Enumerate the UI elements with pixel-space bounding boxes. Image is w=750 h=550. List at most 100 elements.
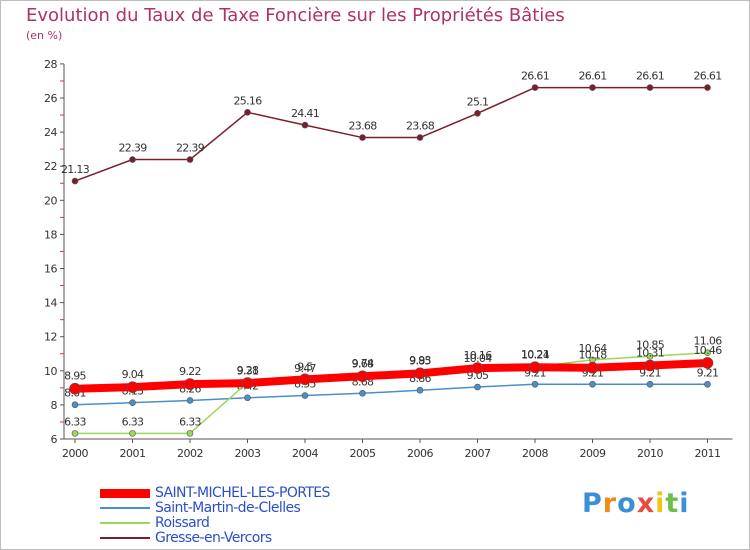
data-point-roissard	[186, 430, 194, 437]
data-label-saint-michel-les-portes: 10.21	[521, 348, 549, 361]
data-label-roissard: 9.47	[294, 362, 316, 375]
data-point-saint-michel-les-portes	[701, 357, 714, 369]
legend-label: SAINT-MICHEL-LES-PORTES	[155, 485, 330, 501]
y-tick-label: 14	[44, 297, 57, 310]
data-point-saint-martin-de-clelles	[646, 380, 654, 388]
x-tick-label: 2008	[522, 447, 548, 460]
data-point-saint-martin-de-clelles	[359, 390, 366, 397]
y-tick-label: 8	[51, 399, 58, 412]
data-point-saint-martin-de-clelles	[129, 399, 136, 406]
data-label-saint-michel-les-portes: 10.16	[464, 349, 493, 362]
data-point-gresse-en-vercors	[129, 156, 136, 163]
legend-swatch	[100, 522, 150, 524]
logo-letter: P	[582, 488, 603, 519]
data-point-gresse-en-vercors	[646, 84, 654, 91]
y-tick-label: 16	[44, 263, 57, 276]
data-point-saint-martin-de-clelles	[531, 380, 539, 388]
proxiti-logo: Proxiti	[582, 488, 690, 519]
legend-label: Roissard	[155, 515, 210, 531]
data-label-roissard: 10.85	[636, 338, 665, 351]
x-tick-label: 2000	[62, 447, 88, 460]
data-point-gresse-en-vercors	[71, 177, 79, 185]
x-tick-label: 2007	[465, 447, 491, 460]
x-tick-label: 2005	[350, 447, 376, 460]
data-point-saint-michel-les-portes	[126, 381, 139, 393]
data-label-roissard: 11.06	[694, 335, 723, 348]
logo-letter: t	[665, 488, 680, 519]
legend-swatch	[100, 537, 150, 539]
data-label-saint-michel-les-portes: 9.85	[409, 354, 431, 367]
data-label-gresse-en-vercors: 26.61	[521, 70, 549, 83]
y-tick-label: 28	[44, 58, 57, 71]
data-point-gresse-en-vercors	[244, 109, 251, 116]
legend-swatch	[100, 507, 150, 509]
data-label-gresse-en-vercors: 23.68	[406, 120, 435, 133]
y-tick-label: 18	[44, 228, 57, 241]
data-label-saint-martin-de-clelles: 9.21	[697, 366, 719, 379]
data-point-saint-michel-les-portes	[529, 361, 541, 374]
data-point-saint-martin-de-clelles	[589, 380, 596, 388]
data-point-gresse-en-vercors	[186, 156, 194, 163]
x-tick-label: 2009	[580, 447, 606, 460]
data-label-roissard: 9.74	[352, 357, 374, 370]
x-tick-label: 2002	[177, 447, 203, 460]
data-label-roissard: 10.24	[521, 349, 550, 362]
y-tick-label: 24	[44, 126, 57, 139]
legend-label: Gresse-en-Vercors	[155, 530, 272, 546]
data-point-saint-michel-les-portes	[299, 373, 311, 386]
x-tick-label: 2001	[120, 447, 146, 460]
data-point-saint-martin-de-clelles	[71, 401, 79, 409]
data-label-gresse-en-vercors: 26.61	[636, 70, 664, 83]
data-point-saint-michel-les-portes	[356, 370, 369, 383]
data-label-roissard: 10.64	[579, 342, 608, 355]
chart-title: Evolution du Taux de Taxe Foncière sur l…	[26, 5, 565, 26]
logo-letter: r	[602, 488, 618, 519]
data-label-gresse-en-vercors: 22.39	[176, 142, 205, 155]
data-point-saint-michel-les-portes	[414, 367, 426, 380]
y-tick-label: 6	[51, 433, 58, 446]
y-tick-label: 26	[44, 92, 57, 105]
data-label-gresse-en-vercors: 26.61	[694, 70, 722, 83]
data-label-gresse-en-vercors: 24.41	[291, 107, 319, 120]
y-tick-label: 22	[44, 160, 57, 173]
data-point-gresse-en-vercors	[474, 110, 481, 117]
data-point-saint-michel-les-portes	[184, 378, 196, 390]
series-line-saint-martin-de-clelles	[74, 383, 708, 406]
data-label-gresse-en-vercors: 25.16	[234, 94, 263, 107]
data-label-saint-michel-les-portes: 9.22	[179, 365, 201, 378]
data-point-saint-martin-de-clelles	[186, 397, 194, 404]
y-tick-label: 12	[44, 331, 57, 344]
data-label-roissard: 9.31	[237, 365, 259, 378]
data-point-gresse-en-vercors	[416, 134, 424, 141]
data-label-saint-michel-les-portes: 9.28	[237, 364, 259, 377]
chart-subtitle: (en %)	[26, 29, 63, 42]
y-tick-label: 20	[44, 194, 57, 207]
series-line-saint-michel-les-portes	[74, 358, 708, 393]
data-point-saint-michel-les-portes	[241, 377, 254, 389]
legend-swatch	[100, 488, 150, 498]
x-tick-label: 2003	[235, 447, 261, 460]
data-label-roissard: 6.33	[179, 415, 201, 428]
data-point-saint-martin-de-clelles	[301, 392, 309, 399]
data-point-gresse-en-vercors	[589, 84, 596, 91]
data-point-saint-michel-les-portes	[69, 382, 81, 395]
data-label-gresse-en-vercors: 25.1	[467, 95, 489, 108]
data-label-roissard: 10.04	[464, 352, 493, 365]
data-label-roissard: 9.93	[409, 354, 431, 367]
logo-letter: x	[636, 488, 656, 519]
data-label-saint-michel-les-portes: 9.04	[122, 368, 144, 381]
logo-letter: i	[655, 488, 666, 519]
x-tick-label: 2004	[292, 447, 318, 460]
data-point-saint-michel-les-portes	[471, 362, 484, 374]
logo-letter: o	[617, 488, 637, 519]
data-point-gresse-en-vercors	[359, 134, 366, 141]
x-tick-label: 2011	[695, 447, 721, 460]
data-label-gresse-en-vercors: 21.13	[61, 163, 90, 176]
data-point-roissard	[129, 430, 136, 437]
data-point-saint-martin-de-clelles	[416, 386, 424, 394]
data-label-saint-michel-les-portes: 10.31	[636, 347, 664, 360]
line-chart: 6 8 10 12 14 16 18 20 22 24 26 28 2000 2001 2002 2003 20…	[44, 58, 733, 460]
data-point-saint-martin-de-clelles	[474, 383, 481, 391]
data-point-roissard	[704, 349, 711, 357]
data-point-roissard	[71, 430, 79, 437]
